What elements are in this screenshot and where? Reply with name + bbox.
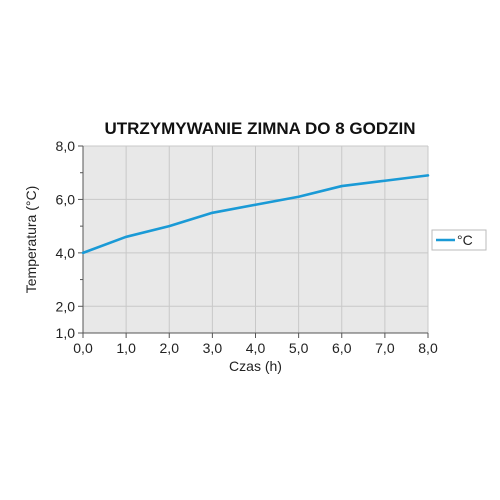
y-tick-label: 1,0 (56, 325, 76, 341)
legend-label: °C (457, 232, 473, 248)
x-tick-label: 5,0 (289, 340, 309, 356)
y-tick-label: 8,0 (56, 138, 76, 154)
grid-lines (83, 145, 429, 333)
chart-title: UTRZYMYWANIE ZIMNA DO 8 GODZIN (104, 119, 416, 138)
x-axis-title: Czas (h) (229, 358, 282, 374)
legend-box (431, 229, 487, 251)
y-tick-label: 2,0 (56, 298, 76, 314)
series-lines (81, 174, 430, 255)
y-axis-title: Temperatura (°C) (23, 186, 39, 294)
x-tick-label: 4,0 (246, 340, 266, 356)
x-tick-label: 2,0 (160, 340, 180, 356)
x-tick-label: 6,0 (332, 340, 352, 356)
x-tick-label: 1,0 (116, 340, 136, 356)
x-tick-label: 0,0 (73, 340, 93, 356)
axes (78, 145, 429, 338)
tick-labels: 0,0 1,0 2,0 3,0 4,0 5,0 6,0 7,0 8,01,02,04,06,08… (56, 138, 438, 356)
y-tick-label: 4,0 (56, 245, 76, 261)
x-tick-label: 8,0 (418, 340, 438, 356)
legend: °C (431, 229, 487, 251)
x-tick-label: 7,0 (375, 340, 395, 356)
y-tick-label: 6,0 (56, 191, 76, 207)
x-tick-label: 3,0 (203, 340, 223, 356)
series-line (81, 174, 430, 255)
